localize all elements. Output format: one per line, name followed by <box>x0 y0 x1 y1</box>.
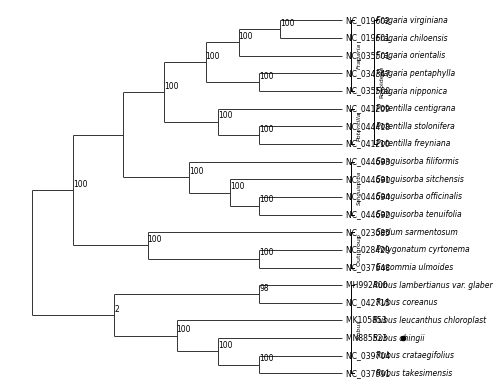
Text: NC_041210: NC_041210 <box>346 139 393 149</box>
Text: NC_035501: NC_035501 <box>346 51 393 60</box>
Text: 100: 100 <box>206 52 220 61</box>
Text: Rubus coreanus: Rubus coreanus <box>376 298 438 307</box>
Text: 2: 2 <box>114 305 119 313</box>
Text: 100: 100 <box>176 325 191 335</box>
Text: MH992400: MH992400 <box>346 281 390 290</box>
Text: NC_044418: NC_044418 <box>346 122 393 131</box>
Text: NC_042715: NC_042715 <box>346 298 393 307</box>
Text: 100: 100 <box>280 19 294 28</box>
Text: NC_037948: NC_037948 <box>346 263 393 272</box>
Text: Fragaria: Fragaria <box>356 43 362 69</box>
Text: NC_019602: NC_019602 <box>346 16 393 25</box>
Text: Sanguisorba sitchensis: Sanguisorba sitchensis <box>376 175 464 184</box>
Text: Fragaria nipponica: Fragaria nipponica <box>376 87 448 95</box>
Text: 100: 100 <box>260 354 274 363</box>
Text: NC_034347: NC_034347 <box>346 69 393 78</box>
Text: 100: 100 <box>218 112 232 121</box>
Text: Rubus chingii: Rubus chingii <box>374 333 425 343</box>
Text: 100: 100 <box>148 235 162 244</box>
Text: 98: 98 <box>260 284 269 293</box>
Text: Polygonatum cyrtonema: Polygonatum cyrtonema <box>376 245 470 254</box>
Text: NC_028429: NC_028429 <box>346 245 393 254</box>
Text: NC_039704: NC_039704 <box>346 351 393 360</box>
Text: Potentilla centigrana: Potentilla centigrana <box>376 104 456 113</box>
Text: Rubus lambertianus var. glaber: Rubus lambertianus var. glaber <box>374 281 493 290</box>
Text: NC_023085: NC_023085 <box>346 228 393 237</box>
Text: 100: 100 <box>260 248 274 257</box>
Text: Rubus: Rubus <box>356 320 362 339</box>
Text: Rubus takesimensis: Rubus takesimensis <box>376 369 452 378</box>
Text: 100: 100 <box>260 195 274 204</box>
Text: Fragaria chiloensis: Fragaria chiloensis <box>376 33 448 43</box>
Text: Potentilla freyniana: Potentilla freyniana <box>376 139 451 149</box>
Text: Sedum sarmentosum: Sedum sarmentosum <box>376 228 458 237</box>
Text: Fragaria orientalis: Fragaria orientalis <box>376 51 446 60</box>
Text: NC_044693: NC_044693 <box>346 157 393 166</box>
Text: Rosoideae: Rosoideae <box>380 66 384 99</box>
Text: 100: 100 <box>164 82 178 91</box>
Text: Potentilla: Potentilla <box>356 112 362 141</box>
Text: 100: 100 <box>260 72 274 81</box>
Text: NC_037991: NC_037991 <box>346 369 393 378</box>
Text: 100: 100 <box>260 125 274 134</box>
Text: 100: 100 <box>230 182 245 191</box>
Text: 100: 100 <box>189 167 204 176</box>
Text: Fragaria virginiana: Fragaria virginiana <box>376 16 448 25</box>
Text: 100: 100 <box>73 180 88 189</box>
Text: Potentilla stolonifera: Potentilla stolonifera <box>376 122 455 131</box>
Text: Rubus leucanthus chloroplast: Rubus leucanthus chloroplast <box>374 316 486 325</box>
Text: Rubus crataegifolius: Rubus crataegifolius <box>376 351 454 360</box>
Text: Out group: Out group <box>356 234 362 266</box>
Text: Sanguisorba tenuifolia: Sanguisorba tenuifolia <box>376 210 462 219</box>
Text: NC_044691: NC_044691 <box>346 175 393 184</box>
Text: 100: 100 <box>218 341 232 350</box>
Text: Sanguisorba officinalis: Sanguisorba officinalis <box>376 192 462 201</box>
Text: NC_019601: NC_019601 <box>346 33 393 43</box>
Text: MK105853: MK105853 <box>346 316 389 325</box>
Text: Fragaria pentaphylla: Fragaria pentaphylla <box>376 69 456 78</box>
Text: 100: 100 <box>238 32 253 41</box>
Text: Sanguisorba filiformis: Sanguisorba filiformis <box>376 157 459 166</box>
Text: NC_044694: NC_044694 <box>346 192 393 201</box>
Text: NC_035500: NC_035500 <box>346 87 393 95</box>
Text: NC_041209: NC_041209 <box>346 104 393 113</box>
Text: MN885523: MN885523 <box>346 333 390 343</box>
Text: NC_044692: NC_044692 <box>346 210 393 219</box>
Text: Eucommia ulmoides: Eucommia ulmoides <box>376 263 454 272</box>
Text: Sanguisorba: Sanguisorba <box>356 171 362 205</box>
